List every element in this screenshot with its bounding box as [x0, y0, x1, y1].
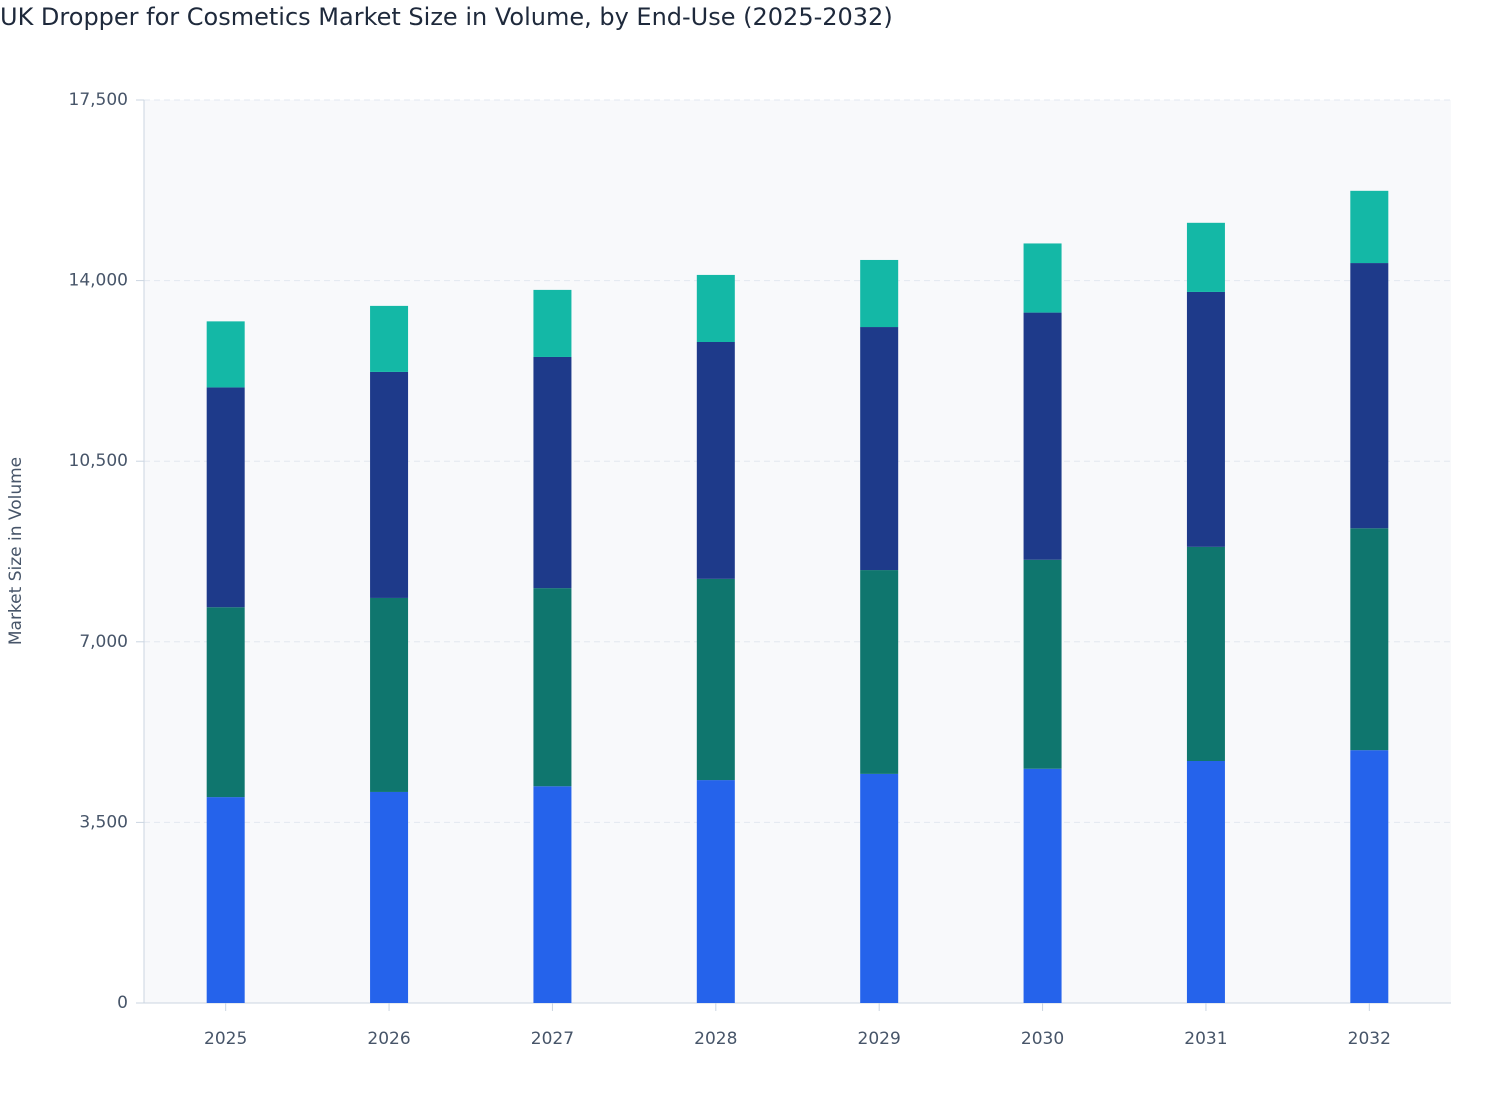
- y-tick-label: 7,000: [79, 632, 128, 652]
- bar-segment: [370, 791, 409, 1003]
- bar-segment: [1023, 559, 1062, 769]
- bar-segment: [206, 321, 245, 388]
- bar-segment: [1023, 768, 1062, 1003]
- bar-segment: [1186, 222, 1225, 292]
- x-tick-label: 2029: [858, 1029, 901, 1049]
- bar-segment: [370, 305, 409, 372]
- y-tick-label: 14,000: [69, 271, 128, 291]
- chart-title: UK Dropper for Cosmetics Market Size in …: [0, 3, 893, 31]
- bar-segment: [696, 780, 735, 1003]
- bar-segment: [1186, 291, 1225, 547]
- bar-segment: [860, 259, 899, 328]
- bar-segment: [1186, 546, 1225, 761]
- bar-segment: [860, 773, 899, 1003]
- plot-area: [144, 100, 1451, 1003]
- bar-segment: [370, 597, 409, 792]
- bar-segment: [860, 327, 899, 571]
- bar-segment: [696, 578, 735, 781]
- bar-segment: [533, 588, 572, 787]
- bar-segment: [1023, 243, 1062, 313]
- bar-segment: [1350, 528, 1389, 751]
- bar-segment: [206, 387, 245, 608]
- bar-segment: [1350, 190, 1389, 264]
- y-tick-label: 3,500: [79, 812, 128, 832]
- bar-segment: [533, 289, 572, 357]
- bar-segment: [206, 607, 245, 798]
- bar-segment: [1350, 750, 1389, 1003]
- y-tick-label: 10,500: [69, 451, 128, 471]
- x-tick-label: 2025: [204, 1029, 247, 1049]
- bar-segment: [1186, 760, 1225, 1003]
- x-tick-label: 2032: [1348, 1029, 1391, 1049]
- x-tick-label: 2026: [367, 1029, 410, 1049]
- bar-segment: [533, 356, 572, 589]
- bar-segment: [533, 786, 572, 1003]
- bar-segment: [370, 371, 409, 598]
- y-tick-label: 0: [117, 993, 128, 1013]
- x-tick-label: 2027: [531, 1029, 574, 1049]
- bar-segment: [206, 797, 245, 1003]
- x-tick-label: 2028: [694, 1029, 737, 1049]
- y-axis-label: Market Size in Volume: [6, 457, 26, 645]
- bar-segment: [860, 570, 899, 774]
- bar-segment: [1023, 312, 1062, 560]
- bar-segment: [696, 274, 735, 343]
- x-tick-label: 2031: [1184, 1029, 1227, 1049]
- bar-segment: [696, 342, 735, 579]
- y-tick-label: 17,500: [69, 90, 128, 110]
- bar-segment: [1350, 263, 1389, 529]
- x-tick-label: 2030: [1021, 1029, 1064, 1049]
